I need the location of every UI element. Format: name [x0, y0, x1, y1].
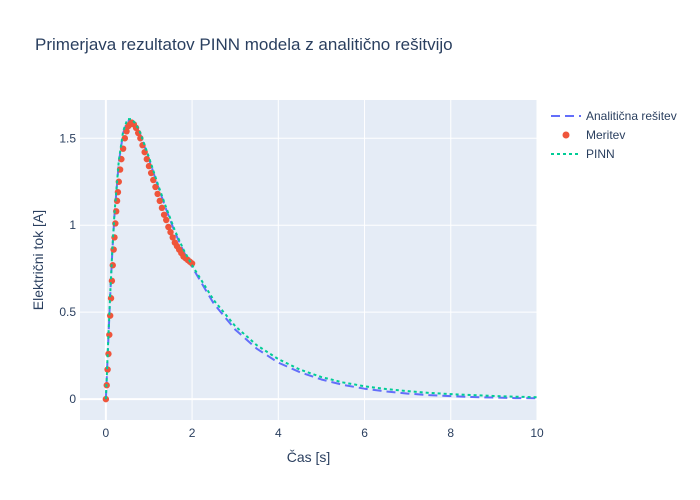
y-tick-label: 1.5 [59, 131, 76, 145]
legend-label: Analitična rešitev [586, 109, 677, 123]
legend[interactable]: Analitična rešitev Meritev PINN [551, 109, 677, 161]
x-tick-label: 10 [530, 426, 544, 440]
x-tick-label: 4 [275, 426, 282, 440]
y-tick-label: 1 [69, 218, 76, 232]
x-tick-label: 6 [361, 426, 368, 440]
x-tick-labels: 0 2 4 6 8 10 [103, 426, 544, 440]
chart-title: Primerjava rezultatov PINN modela z anal… [35, 35, 453, 54]
data-point [157, 198, 163, 204]
y-tick-label: 0 [69, 392, 76, 406]
y-axis-title: Električni tok [A] [30, 210, 46, 310]
data-point [154, 191, 160, 197]
data-point [110, 246, 116, 252]
y-tick-labels: 0 0.5 1 1.5 [59, 131, 76, 406]
x-tick-label: 2 [189, 426, 196, 440]
x-tick-label: 8 [447, 426, 454, 440]
data-point [159, 205, 165, 211]
legend-item[interactable]: Meritev [563, 128, 626, 142]
data-point [110, 262, 116, 268]
x-axis-title: Čas [s] [287, 449, 331, 465]
data-point [144, 156, 150, 162]
data-point [163, 217, 169, 223]
legend-item[interactable]: Analitična rešitev [551, 109, 677, 123]
legend-item[interactable]: PINN [551, 147, 615, 161]
y-tick-label: 0.5 [59, 305, 76, 319]
legend-marker-icon [563, 132, 570, 139]
legend-label: Meritev [586, 128, 625, 142]
x-tick-label: 0 [103, 426, 110, 440]
legend-label: PINN [586, 147, 615, 161]
